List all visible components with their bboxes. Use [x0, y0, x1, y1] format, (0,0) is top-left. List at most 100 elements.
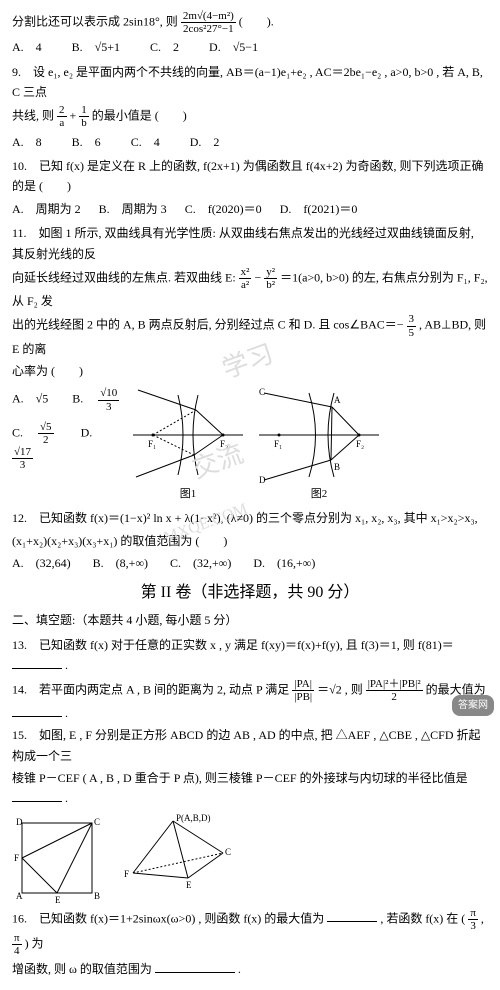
- q16-l2-text: 增函数, 则 ω 的取值范围为: [12, 962, 152, 976]
- svg-text:B: B: [94, 891, 100, 901]
- q13: 13. 已知函数 f(x) 对于任意的正实数 x , y 满足 f(xy)＝f(…: [12, 635, 488, 676]
- q8-text-b: ( ).: [239, 14, 274, 28]
- svg-text:C: C: [94, 817, 100, 827]
- blank: [327, 910, 377, 922]
- q14-frac2-den: 2: [366, 691, 423, 703]
- q14-post: 的最大值为: [426, 682, 486, 696]
- q11-choice-d-pre: D.: [57, 425, 105, 439]
- q10-choices: A. 周期为 2 B. 周期为 3 C. f(2020)＝0 D. f(2021…: [12, 199, 488, 219]
- q12-choice-d: D. (16,+∞): [253, 553, 315, 573]
- svg-text:D: D: [16, 817, 23, 827]
- q14-frac1: |PA| |PB|: [292, 678, 314, 703]
- q16-l1b: , 若函数 f(x) 在 (: [380, 911, 465, 925]
- q11-choice-d-num: √17: [12, 446, 33, 459]
- q10-choice-d: D. f(2021)＝0: [280, 199, 358, 219]
- q8-choice-a: A. 4: [12, 37, 42, 57]
- q9-line1: 9. 设 e₁, e₂ 是平面内两个不共线的向量, AB＝(a−1)e₁+e₂ …: [12, 62, 488, 103]
- q12-choices: A. (32,64) B. (8,+∞) C. (32,+∞) D. (16,+…: [12, 553, 488, 573]
- q15-tail: .: [65, 791, 68, 805]
- q15-l2: 棱锥 P－CEF ( A , B , D 重合于 P 点), 则三棱锥 P－CE…: [12, 768, 488, 809]
- q11-choice-d-den: 3: [12, 459, 33, 471]
- q11-choice-c-pre: C.: [12, 425, 35, 439]
- svg-text:F: F: [14, 853, 19, 863]
- q14-frac2: |PA|²＋|PB|² 2: [366, 678, 423, 703]
- svg-text:D: D: [259, 475, 266, 485]
- q14: 14. 若平面内两定点 A , B 间的距离为 2, 动点 P 满足 |PA| …: [12, 678, 488, 724]
- svg-text:P(A,B,D): P(A,B,D): [176, 813, 211, 823]
- q9-line2: 共线, 则 2 a + 1 b 的最小值是 ( ): [12, 104, 488, 129]
- q9-plus: +: [70, 109, 77, 123]
- svg-text:E: E: [55, 895, 61, 903]
- svg-text:F₂: F₂: [220, 439, 228, 449]
- q16-l1: 16. 已知函数 f(x)＝1+2sinωx(ω>0) , 则函数 f(x) 的…: [12, 907, 488, 957]
- blank: [12, 790, 62, 802]
- q11-frac1-den: a²: [239, 279, 252, 291]
- q14-frac1-num: |PA|: [292, 678, 314, 691]
- q15-l2-text: 棱锥 P－CEF ( A , B , D 重合于 P 点), 则三棱锥 P－CE…: [12, 771, 468, 785]
- svg-text:C: C: [225, 847, 231, 857]
- blank: [12, 657, 62, 669]
- page-root: 学习 交流 MXQE.COM 分割比还可以表示成 2sin18°, 则 2m√(…: [12, 10, 488, 980]
- q11-frac3: 3 5: [407, 313, 417, 338]
- q11-fig2: F₁ F₂ A B C D 图2: [254, 385, 384, 504]
- q16-frac1: π 3: [468, 907, 478, 932]
- q12-l2: (x₁+x₂)(x₂+x₃)(x₃+x₁) 的取值范围为 ( ): [12, 531, 488, 551]
- q11-l2: 向延长线经过双曲线的左焦点. 若双曲线 E: x² a² − y² b² ＝1(…: [12, 266, 488, 312]
- q11-fig2-caption: 图2: [254, 485, 384, 504]
- q9-text-c: 的最小值是 ( ): [92, 109, 187, 123]
- q10-choice-a: A. 周期为 2: [12, 199, 81, 219]
- q16-tail: .: [238, 962, 241, 976]
- q15-figA: D C A B F E: [12, 813, 112, 903]
- q11-frac1-num: x²: [239, 266, 252, 279]
- q9-choice-b: B. 6: [72, 132, 101, 152]
- q9-text-b: 共线, 则: [12, 109, 54, 123]
- q11-l3: 出的光线经图 2 中的 A, B 两点反射后, 分别经过点 C 和 D. 且 c…: [12, 313, 488, 359]
- q16-frac2: π 4: [12, 932, 22, 957]
- svg-text:A: A: [16, 891, 23, 901]
- q11-choice-c-num: √5: [38, 421, 54, 434]
- svg-text:B: B: [334, 462, 340, 472]
- q9-frac2: 1 b: [79, 104, 89, 129]
- q11-frac1: x² a²: [239, 266, 252, 291]
- q9-choice-c: C. 4: [131, 132, 160, 152]
- q15-figs: D C A B F E P(A,B,D) F E C: [12, 813, 488, 903]
- hyperbola-reflection-icon: F₁ F₂ A B C D: [254, 385, 384, 485]
- q11-l2a: 向延长线经过双曲线的左焦点. 若双曲线 E:: [12, 270, 236, 284]
- q11-l1: 11. 如图 1 所示, 双曲线具有光学性质: 从双曲线右焦点发出的光线经过双曲…: [12, 223, 488, 264]
- svg-text:F₁: F₁: [274, 439, 282, 449]
- q14-frac1-den: |PB|: [292, 691, 314, 703]
- blank: [12, 705, 62, 717]
- q10-choice-b: B. 周期为 3: [99, 199, 167, 219]
- square-fold-icon: D C A B F E: [12, 813, 112, 903]
- q9-frac2-num: 1: [79, 104, 89, 117]
- q8-frac-num: 2m√(4−m²): [181, 10, 236, 23]
- q8-choices: A. 4 B. √5+1 C. 2 D. √5−1: [12, 37, 488, 57]
- q11-l4: 心率为 ( ): [12, 361, 488, 381]
- q11-choice-b-den: 3: [98, 401, 119, 413]
- q8-choice-b: B. √5+1: [72, 37, 120, 57]
- q14-tail: .: [65, 706, 68, 720]
- svg-text:F₁: F₁: [148, 439, 156, 449]
- q13-stem: 13. 已知函数 f(x) 对于任意的正实数 x , y 满足 f(xy)＝f(…: [12, 638, 454, 652]
- q15-figB: P(A,B,D) F E C: [118, 813, 238, 893]
- q14-eq: ＝√2 , 则: [317, 682, 363, 696]
- q16-frac1-den: 3: [468, 920, 478, 932]
- q9-frac1-den: a: [57, 117, 67, 129]
- q9-frac1-num: 2: [57, 104, 67, 117]
- q11-choice-b-num: √10: [98, 387, 119, 400]
- svg-text:C: C: [259, 387, 265, 397]
- q10-choice-c: C. f(2020)＝0: [185, 199, 262, 219]
- q11-choice-a: A. √5 B.: [12, 392, 95, 406]
- fill-head: 二、填空题:（本题共 4 小题, 每小题 5 分）: [12, 610, 488, 630]
- corner-badge: 答案网: [452, 695, 494, 716]
- q11-frac2: y² b²: [264, 266, 277, 291]
- q11-fig1: F₁ F₂ 图1: [128, 385, 248, 504]
- q15-l1: 15. 如图, E , F 分别是正方形 ABCD 的边 AB , AD 的中点…: [12, 725, 488, 766]
- q16-l1c: ) 为: [25, 936, 44, 950]
- q14-frac2-num: |PA|²＋|PB|²: [366, 678, 423, 691]
- q8-frac-den: 2cos²27°−1: [181, 23, 236, 35]
- q11-choice-c-frac: √5 2: [38, 421, 54, 446]
- q12-choice-c: C. (32,+∞): [170, 553, 231, 573]
- q16-frac2-num: π: [12, 932, 22, 945]
- q8-text-a: 分割比还可以表示成 2sin18°, 则: [12, 14, 178, 28]
